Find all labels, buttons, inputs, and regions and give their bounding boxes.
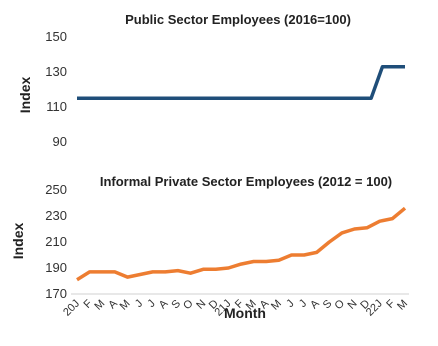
panel2-xlabel: Month bbox=[224, 305, 266, 321]
panel2-xtick-4: M bbox=[118, 298, 133, 313]
panel2-xtick-9: O bbox=[181, 297, 196, 312]
panel2-xtick-19: A bbox=[308, 297, 322, 311]
panel2-ytick-170: 170 bbox=[45, 286, 67, 301]
panel2-xtick-26: M bbox=[395, 298, 410, 313]
panel1-ytick-150: 150 bbox=[45, 29, 67, 44]
panel2-xtick-7: A bbox=[157, 297, 171, 311]
panel1-ytick-110: 110 bbox=[46, 99, 67, 114]
panel2-xtick-16: M bbox=[269, 298, 284, 313]
panel1-title: Public Sector Employees (2016=100) bbox=[125, 12, 351, 27]
panel-public-sector: Public Sector Employees (2016=100) Index… bbox=[17, 12, 405, 149]
panel2-xtick-2: M bbox=[92, 298, 107, 313]
panel1-ylabel: Index bbox=[17, 77, 33, 114]
panel2-ytick-250: 250 bbox=[45, 182, 67, 197]
panel2-xtick-10: N bbox=[194, 298, 208, 312]
panel2-ytick-190: 190 bbox=[45, 260, 67, 275]
panel2-series-line bbox=[76, 206, 407, 282]
panel1-ytick-90: 90 bbox=[53, 134, 67, 149]
panel2-xtick-6: J bbox=[145, 298, 157, 310]
panel2-xtick-21: O bbox=[332, 297, 347, 312]
panel2-xtick-17: J bbox=[284, 298, 296, 310]
panel2-xtick-24: 22J bbox=[364, 298, 385, 319]
panel2-ylabel: Index bbox=[10, 223, 26, 260]
panel1-series-line bbox=[77, 65, 405, 101]
panel2-ytick-230: 230 bbox=[45, 208, 67, 223]
panel2-xtick-5: J bbox=[133, 298, 145, 310]
panel-informal-private: Informal Private Sector Employees (2012 … bbox=[10, 174, 410, 321]
panel2-xtick-18: J bbox=[297, 298, 309, 310]
panel1-yticks: 90 110 130 150 bbox=[45, 29, 67, 149]
panel2-xtick-22: N bbox=[346, 298, 360, 312]
panel2-yticks: 170 190 210 230 250 bbox=[45, 182, 67, 301]
panel2-title: Informal Private Sector Employees (2012 … bbox=[100, 174, 392, 189]
panel1-ytick-130: 130 bbox=[45, 64, 67, 79]
panel2-ytick-210: 210 bbox=[45, 234, 67, 249]
